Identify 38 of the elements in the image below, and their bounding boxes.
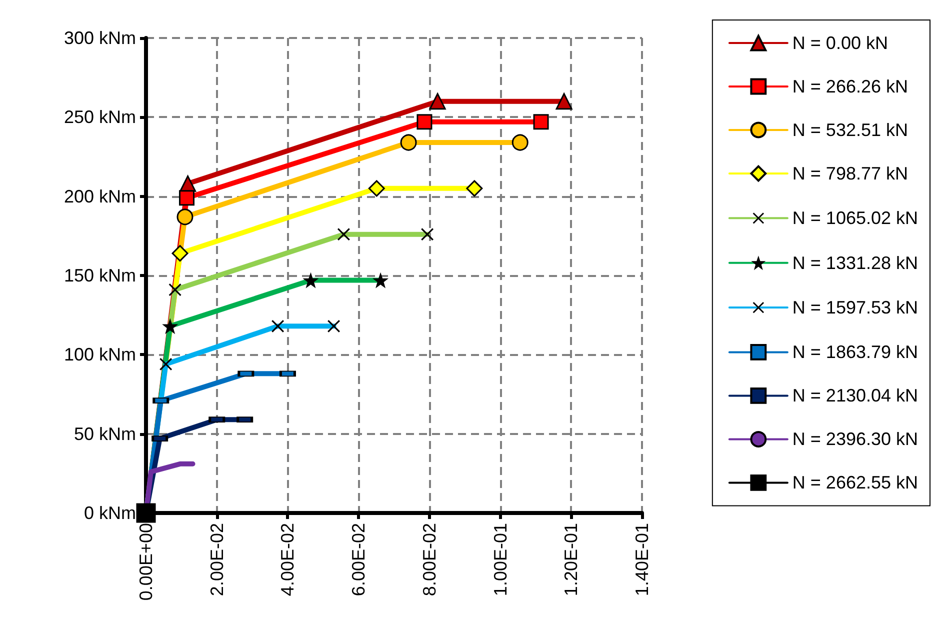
legend-label: N = 2396.30 kN [792, 429, 918, 450]
legend-label: N = 1331.28 kN [792, 252, 918, 273]
legend-label: N = 1597.53 kN [792, 298, 918, 318]
legend-label: N = 2130.04 kN [792, 386, 918, 406]
legend-label: N = 266.26 kN [792, 76, 908, 96]
point [176, 208, 194, 226]
point [533, 114, 549, 130]
x-tick-label: 2.00E-02 [206, 523, 227, 596]
y-tick-label: 200 kNm [64, 186, 136, 206]
x-tick-label: 8.00E-02 [419, 523, 440, 596]
y-tick-label: 300 kNm [64, 28, 136, 48]
point [172, 245, 188, 262]
y-tick-label: 0 kNm [84, 503, 136, 523]
legend-label: N = 2662.55 kN [792, 472, 918, 493]
x-tick-label: 1.00E-01 [490, 523, 510, 596]
point [368, 180, 385, 197]
y-tick-label: 100 kNm [64, 344, 136, 365]
y-tick-label: 250 kNm [64, 107, 136, 128]
legend-label: N = 1065.02 kN [792, 208, 918, 228]
legend-label: N = 1863.79 kN [792, 342, 918, 362]
point [400, 134, 417, 151]
legend-label: N = 532.51 kN [792, 120, 908, 140]
y-tick-label: 150 kNm [64, 266, 136, 286]
point [466, 180, 483, 197]
point [512, 134, 528, 151]
legend-label: N = 798.77 kN [792, 164, 908, 184]
y-tick-label: 50 kNm [74, 424, 136, 444]
x-tick-label: 4.00E-02 [278, 523, 298, 596]
x-tick-label: 1.20E-01 [561, 523, 582, 596]
x-tick-label: 1.40E-01 [632, 523, 652, 596]
point [178, 190, 194, 206]
point [429, 93, 446, 110]
point [136, 503, 156, 523]
point [416, 114, 432, 130]
point [556, 93, 572, 110]
x-tick-label: 0.00E+00 [136, 523, 156, 601]
legend-label: N = 0.00 kN [792, 33, 888, 53]
x-tick-label: 6.00E-02 [348, 523, 369, 596]
